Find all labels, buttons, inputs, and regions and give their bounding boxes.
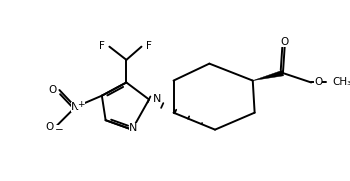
Text: +: + [77,100,85,109]
Text: F: F [146,41,152,51]
Text: −: − [55,125,64,135]
Text: CH₃: CH₃ [332,77,350,87]
Text: O: O [314,77,322,87]
Text: O: O [281,37,289,47]
Text: N: N [129,123,137,133]
Text: N: N [153,94,161,104]
Text: F: F [99,41,105,51]
Text: N: N [71,102,80,112]
Polygon shape [253,70,284,81]
Text: O: O [46,122,54,132]
Text: O: O [48,85,57,95]
